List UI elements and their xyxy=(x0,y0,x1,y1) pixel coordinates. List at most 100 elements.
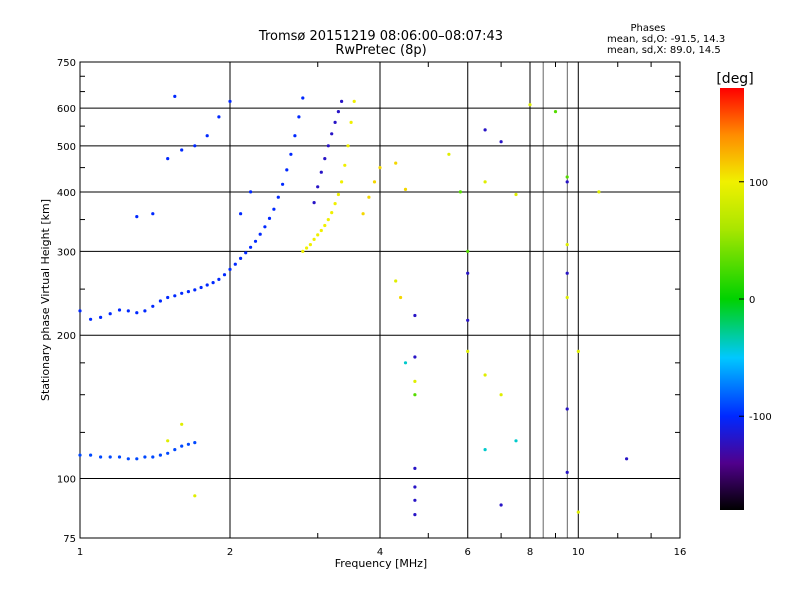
data-point xyxy=(199,285,203,290)
data-point xyxy=(413,513,417,517)
data-point xyxy=(108,312,112,316)
data-point xyxy=(413,393,417,397)
data-point xyxy=(346,144,350,148)
data-point xyxy=(143,455,147,459)
y-tick-label: 300 xyxy=(57,247,76,258)
data-point xyxy=(576,349,580,353)
data-point xyxy=(553,110,558,114)
data-point xyxy=(108,455,112,459)
data-point xyxy=(301,249,305,253)
data-point xyxy=(211,281,215,285)
data-point xyxy=(267,216,272,220)
data-point xyxy=(403,361,408,365)
data-point xyxy=(458,190,462,194)
data-point xyxy=(239,212,243,216)
data-point xyxy=(326,218,330,222)
data-point xyxy=(565,295,569,300)
data-point xyxy=(312,237,316,241)
x-tick-label: 6 xyxy=(465,547,471,558)
data-point xyxy=(565,407,569,411)
data-point xyxy=(249,245,253,249)
data-point xyxy=(394,279,398,283)
data-point xyxy=(333,120,337,124)
data-point xyxy=(78,453,82,457)
data-point xyxy=(316,185,320,189)
y-tick-label: 750 xyxy=(57,58,76,69)
data-point xyxy=(151,304,155,308)
data-point xyxy=(186,290,190,294)
data-point xyxy=(576,510,580,514)
data-point xyxy=(180,444,184,448)
data-point xyxy=(233,262,237,266)
data-point xyxy=(352,99,356,103)
data-point xyxy=(305,246,309,250)
data-point xyxy=(205,134,209,138)
data-point xyxy=(180,291,184,295)
data-point xyxy=(483,180,487,184)
phase-colorbar: 100 0 -100 xyxy=(720,88,772,510)
data-point xyxy=(135,215,139,219)
colorbar-tick-label: 100 xyxy=(749,178,768,189)
phase-box-line-x: mean, sd,X: 89.0, 14.5 xyxy=(607,45,721,56)
data-point xyxy=(413,466,417,470)
data-point xyxy=(180,148,184,152)
data-point xyxy=(258,232,262,236)
data-point xyxy=(117,455,122,459)
data-point xyxy=(222,273,227,277)
data-point xyxy=(253,239,258,243)
data-point xyxy=(244,251,248,255)
data-point xyxy=(89,453,93,457)
data-point xyxy=(333,202,337,206)
data-point xyxy=(135,311,139,315)
data-point xyxy=(289,152,293,156)
data-point xyxy=(625,457,629,461)
colorbar-tick-label: -100 xyxy=(749,412,772,423)
data-point xyxy=(186,442,190,446)
data-point xyxy=(239,256,243,260)
data-point xyxy=(158,453,162,457)
data-point xyxy=(514,192,518,197)
data-point xyxy=(281,182,285,186)
data-point xyxy=(143,309,147,313)
x-tick-label: 2 xyxy=(227,547,233,558)
data-point xyxy=(319,170,323,174)
data-point xyxy=(99,455,103,459)
data-point xyxy=(135,457,139,461)
data-point xyxy=(263,225,267,229)
data-point xyxy=(308,243,312,247)
data-point xyxy=(319,228,323,233)
data-point xyxy=(293,134,297,138)
data-point xyxy=(565,180,569,184)
data-point xyxy=(413,379,417,383)
data-point xyxy=(330,211,334,215)
data-point xyxy=(336,110,340,114)
x-axis-ticks: 1 2 4 6 8 10 16 xyxy=(77,62,686,558)
y-tick-label: 400 xyxy=(57,188,76,199)
data-point xyxy=(413,498,417,502)
y-tick-label: 75 xyxy=(63,534,76,545)
data-point xyxy=(499,140,503,144)
phase-box-line-o: mean, sd,O: -91.5, 14.3 xyxy=(607,34,725,45)
data-point xyxy=(466,349,470,353)
data-point xyxy=(173,294,177,298)
y-tick-label: 600 xyxy=(57,104,76,115)
data-point xyxy=(126,457,130,461)
data-point xyxy=(89,317,93,321)
data-point xyxy=(126,309,130,313)
data-point xyxy=(403,187,408,191)
y-tick-label: 100 xyxy=(57,475,76,486)
x-tick-label: 8 xyxy=(527,547,533,558)
data-point xyxy=(158,299,162,303)
data-point xyxy=(166,451,170,455)
data-point xyxy=(340,180,344,184)
y-tick-label: 200 xyxy=(57,331,76,342)
chart-subtitle: RwPretec (8p) xyxy=(335,43,426,58)
data-point xyxy=(466,249,470,253)
data-point xyxy=(413,313,417,318)
data-point xyxy=(499,393,503,397)
data-point xyxy=(276,195,280,199)
data-point xyxy=(394,161,398,165)
data-point xyxy=(78,309,82,313)
data-point xyxy=(499,503,503,507)
